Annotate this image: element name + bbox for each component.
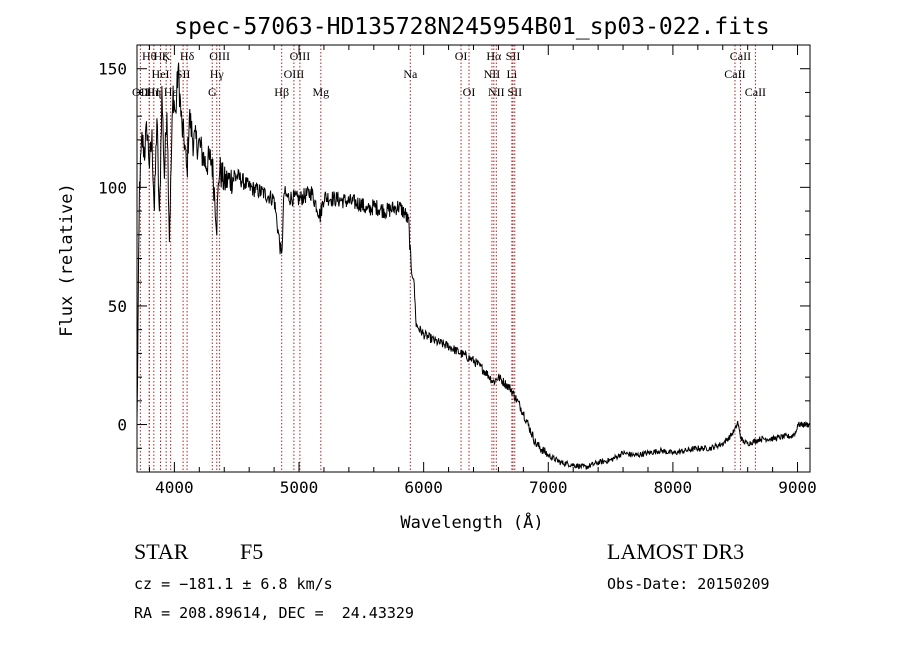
line-label: SII: [507, 85, 522, 99]
coordinates: RA = 208.89614, DEC = 24.43329: [134, 604, 414, 622]
y-tick-label: 50: [108, 297, 127, 316]
line-label: SII: [506, 49, 521, 63]
line-label: Na: [403, 67, 418, 81]
line-label: OIII: [209, 49, 230, 63]
line-label: Hβ: [274, 85, 289, 99]
line-label: OIII: [284, 67, 305, 81]
y-tick-label: 0: [117, 416, 127, 435]
redshift-velocity: cz = −181.1 ± 6.8 km/s: [134, 575, 333, 593]
line-label: CaII: [745, 85, 766, 99]
plot-frame: [136, 44, 811, 473]
y-tick-label: 100: [98, 178, 127, 197]
line-label: Hγ: [210, 67, 225, 81]
line-label: Hα: [486, 49, 502, 63]
line-label: Hε: [164, 85, 178, 99]
object-class: STAR: [134, 539, 189, 564]
line-label: G: [208, 85, 217, 99]
line-label: Hη: [146, 85, 161, 99]
line-label: OI: [455, 49, 468, 63]
survey-name: LAMOST DR3: [607, 539, 745, 564]
line-label: NII: [488, 85, 505, 99]
x-tick-label: 7000: [529, 478, 568, 497]
subclass: F5: [240, 539, 264, 564]
x-axis-label: Wavelength (Å): [400, 511, 543, 533]
y-axis-label: Flux (relative): [57, 183, 77, 337]
line-label: CaII: [730, 49, 751, 63]
chart-title: spec-57063-HD135728N245954B01_sp03-022.f…: [174, 14, 769, 40]
spectrum-line: [136, 62, 811, 470]
axis-ticks: 4000 5000 6000 7000 8000 9000 0 50 100 150: [98, 44, 817, 497]
spectral-line-markers: OIIHθOIIIHηHζHeIKHεHδSIIOIIIHγGOIIIOIIIH…: [132, 45, 766, 472]
x-tick-label: 8000: [654, 478, 693, 497]
line-label: OIII: [139, 85, 160, 99]
x-tick-label: 4000: [155, 478, 194, 497]
line-label: Li: [507, 67, 518, 81]
x-tick-label: 5000: [280, 478, 319, 497]
line-label: Mg: [312, 85, 329, 99]
line-label: OIII: [290, 49, 311, 63]
y-tick-label: 150: [98, 60, 127, 79]
line-label: HeI: [152, 67, 170, 81]
line-label: CaII: [724, 67, 745, 81]
observation-date: Obs-Date: 20150209: [607, 575, 770, 593]
x-tick-label: 9000: [778, 478, 817, 497]
line-label: OI: [463, 85, 476, 99]
line-label: K: [162, 49, 171, 63]
x-tick-label: 6000: [404, 478, 443, 497]
line-label: Hδ: [180, 49, 195, 63]
line-label: NII: [484, 67, 501, 81]
